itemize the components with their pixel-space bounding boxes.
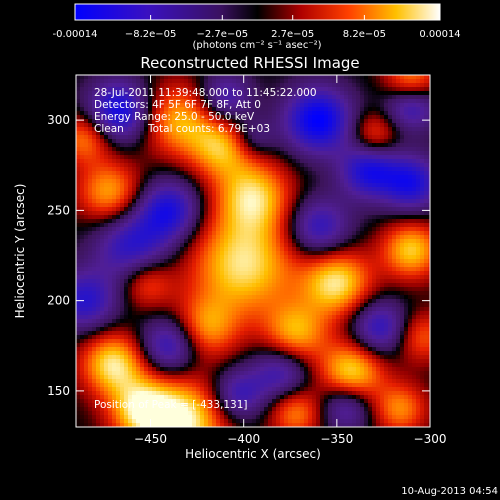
colorbar-tick-label: 2.7e−05 [271, 29, 314, 40]
x-tick-label: −300 [414, 432, 447, 446]
colorbar: -0.00014 −8.2e−05 −2.7e−05 2.7e−05 8.2e−05 0.… [53, 3, 461, 51]
x-axis-label: Heliocentric X (arcsec) [185, 447, 321, 461]
chart-title: Reconstructed RHESSI Image [140, 54, 359, 72]
colorbar-ticks: -0.00014 −8.2e−05 −2.7e−05 2.7e−05 8.2e−05 0.… [53, 15, 461, 40]
y-tick-label: 200 [47, 294, 70, 308]
x-tick-label: −400 [227, 432, 260, 446]
heatmap-image [76, 75, 430, 427]
y-tick-label: 150 [47, 384, 70, 398]
colorbar-tick-label: −8.2e−05 [125, 29, 177, 40]
detectors-text: Detectors: 4F 5F 6F 7F 8F, Att 0 [94, 99, 261, 111]
y-axis-label: Heliocentric Y (arcsec) [13, 184, 27, 319]
energy-range-text: Energy Range: 25.0 - 50.0 keV [94, 111, 255, 123]
colorbar-tick-label: −2.7e−05 [197, 29, 249, 40]
plot-area: −450 −400 −350 −300 150 200 250 300 [47, 74, 446, 446]
y-tick-label: 250 [47, 203, 70, 217]
time-range-text: 28-Jul-2011 11:39:48.000 to 11:45:22.000 [94, 87, 317, 99]
algorithm-text: Clean [94, 123, 124, 135]
footer-date: 10-Aug-2013 04:54 [401, 486, 498, 497]
total-counts-text: Total counts: 6.79E+03 [147, 123, 270, 135]
colorbar-tick-label: 8.2e−05 [343, 29, 386, 40]
colorbar-units: (photons cm⁻² s⁻¹ asec⁻²) [192, 40, 321, 51]
y-tick-label: 300 [47, 113, 70, 127]
colorbar-tick-label: 0.00014 [419, 29, 460, 40]
image-annotations: 28-Jul-2011 11:39:48.000 to 11:45:22.000… [94, 87, 317, 411]
plot-frame [75, 74, 431, 428]
x-tick-label: −450 [134, 432, 167, 446]
peak-position-text: Position of Peak = [-433,131] [94, 399, 248, 411]
colorbar-tick-label: -0.00014 [53, 29, 98, 40]
x-tick-label: −350 [320, 432, 353, 446]
axis-ticks: −450 −400 −350 −300 150 200 250 300 [47, 75, 446, 446]
colorbar-gradient [74, 3, 441, 21]
